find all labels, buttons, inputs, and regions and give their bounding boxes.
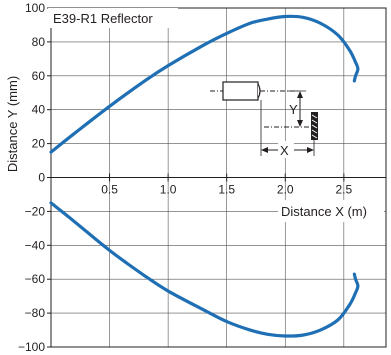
y-tick-label-10: −100 [18, 340, 45, 354]
setup-inset: Y X [210, 81, 318, 158]
chart-title: E39-R1 Reflector [53, 11, 153, 26]
series-line-0 [49, 14, 360, 154]
y-tick-label-9: −80 [25, 306, 46, 320]
y-tick-label-8: −60 [25, 272, 46, 286]
title-background [48, 8, 178, 28]
x-tick-label-2: 1.5 [218, 183, 235, 197]
x-tick-label-0: 0.5 [101, 183, 118, 197]
y-dimension-arrow-top [297, 91, 303, 98]
y-tick-label-0: 100 [25, 1, 45, 15]
axes [47, 7, 387, 348]
y-axis-label: Distance Y (mm) [5, 76, 20, 172]
y-tick-label-2: 60 [32, 69, 46, 83]
y-tick-label-3: 40 [32, 103, 46, 117]
x-dimension-arrow-left [261, 147, 268, 153]
x-axis-label: Distance X (m) [281, 204, 367, 219]
series-group [49, 14, 360, 338]
sensor-body [222, 81, 259, 101]
x-tick-label-1: 1.0 [160, 183, 177, 197]
inset-x-label-background [278, 141, 294, 158]
inset-y-label: Y [289, 102, 298, 117]
y-tick-label-1: 80 [32, 35, 46, 49]
y-tick-label-6: −20 [25, 204, 46, 218]
x-tick-label-4: 2.5 [335, 183, 352, 197]
y-tick-label-5: 0 [38, 171, 45, 185]
reflector-pattern [311, 114, 318, 139]
y-tick-label-7: −40 [25, 238, 46, 252]
series-line-1 [49, 201, 360, 338]
x-tick-label-3: 2.0 [277, 183, 294, 197]
sensor-lens [257, 83, 261, 99]
x-axis-label-background [278, 200, 384, 222]
y-tick-label-4: 20 [32, 137, 46, 151]
inset-x-label: X [280, 143, 289, 158]
x-dimension-arrow-right [307, 147, 314, 153]
tick-labels: 0.5 1.0 1.5 2.0 2.5 100 80 60 40 20 0 −20 −40 −60 −80 −… [18, 1, 353, 354]
y-dimension-arrow-bottom [297, 120, 303, 127]
